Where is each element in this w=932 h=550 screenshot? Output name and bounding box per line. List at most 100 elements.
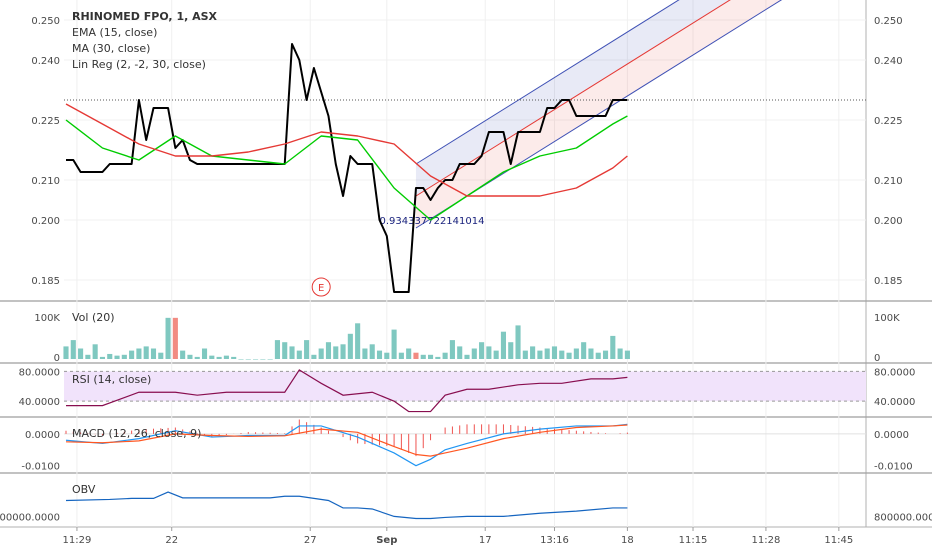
obv-ytick-right: 800000.0000 [874, 512, 932, 523]
volume-bar [216, 356, 222, 359]
xtick-label: 11:28 [752, 535, 781, 546]
volume-bar [325, 342, 332, 359]
volume-bar [238, 359, 244, 360]
volume-bar [522, 350, 528, 359]
volume-bar [333, 346, 339, 359]
volume-bar [318, 348, 324, 359]
volume-bar [486, 346, 492, 359]
volume-bar [530, 346, 536, 359]
volume-bar [172, 317, 178, 359]
obv-series-line [65, 491, 628, 520]
volume-bar [398, 352, 404, 359]
obv-ytick-left: 800000.0000 [0, 512, 60, 523]
volume-bar [304, 340, 310, 359]
rsi-band [64, 371, 866, 402]
legend-linreg: Lin Reg (2, -2, 30, close) [72, 58, 206, 71]
price-ytick-right: 0.240 [874, 56, 903, 67]
volume-bar [129, 350, 135, 359]
xtick-label: 27 [304, 535, 317, 546]
event-marker-icon [311, 277, 331, 297]
vol-ytick-right: 0 [874, 353, 880, 364]
volume-bar [420, 354, 426, 359]
volume-bar [121, 354, 127, 359]
price-ytick-right: 0.185 [874, 276, 903, 287]
xtick-label: 18 [621, 535, 634, 546]
volume-bar [107, 353, 113, 359]
volume-bar [573, 348, 579, 359]
volume-bar [180, 350, 186, 359]
xtick-label: 13:16 [540, 535, 569, 546]
volume-bar [413, 352, 419, 359]
vol-ytick-left: 100K [34, 313, 60, 324]
volume-bar [85, 354, 91, 359]
legend-volume: Vol (20) [72, 311, 115, 324]
xtick-label: 22 [165, 535, 178, 546]
volume-bar [143, 346, 149, 359]
volume-bar [449, 340, 455, 359]
volume-bar [311, 354, 317, 359]
volume-bar [289, 346, 295, 359]
volume-bar [282, 342, 288, 359]
volume-bar [559, 350, 565, 359]
volume-bar [260, 359, 266, 360]
volume-bar [427, 354, 434, 359]
volume-bar [500, 331, 507, 359]
volume-bar [602, 350, 609, 359]
rsi-ytick-left: 40.0000 [19, 397, 60, 408]
price-series-line [66, 43, 628, 293]
rsi-ytick-right: 80.0000 [874, 367, 915, 378]
volume-bar [435, 356, 441, 359]
volume-bar [391, 329, 397, 359]
xtick-label: Sep [376, 535, 397, 546]
volume-bar [537, 350, 543, 359]
volume-bar [624, 350, 630, 359]
legend-obv: OBV [72, 483, 96, 496]
volume-bar [376, 350, 383, 359]
volume-bar [92, 344, 98, 359]
volume-bar [158, 352, 164, 359]
legend-ema: EMA (15, close) [72, 26, 157, 39]
rsi-ytick-left: 80.0000 [19, 367, 60, 378]
volume-bar [194, 356, 200, 359]
xtick-label: 17 [479, 535, 492, 546]
volume-bar [223, 355, 229, 359]
volume-bar [588, 348, 594, 359]
volume-bar [581, 342, 587, 359]
volume-bar [165, 317, 171, 359]
volume-bar [267, 359, 273, 360]
volume-bar [209, 355, 215, 359]
volume-bar [369, 344, 375, 359]
volume-bar [340, 344, 346, 359]
volume-bar [78, 348, 84, 359]
macd-ytick-left: 0.0000 [25, 430, 60, 441]
macd-series-line [65, 423, 628, 467]
xtick-label: 11:15 [679, 535, 708, 546]
volume-bar [464, 354, 470, 359]
macd-ytick-left: -0.0100 [21, 462, 60, 473]
volume-bar [245, 359, 251, 360]
volume-bar [99, 356, 106, 359]
linreg-value-label: 0.934337722141014 [380, 216, 485, 227]
price-ytick-right: 0.225 [874, 116, 903, 127]
rsi-series-line [66, 369, 628, 413]
xtick-label: 11:29 [63, 535, 92, 546]
linreg-center-line [415, 0, 731, 197]
volume-bar [406, 348, 412, 359]
price-ytick-right: 0.200 [874, 216, 903, 227]
linreg-upper-line [415, 0, 680, 165]
price-ytick-left: 0.200 [31, 216, 60, 227]
vol-ytick-left: 0 [54, 353, 60, 364]
volume-bar [201, 348, 208, 359]
volume-bar [296, 350, 302, 359]
volume-bar [150, 348, 157, 359]
price-ytick-left: 0.210 [31, 176, 60, 187]
price-ytick-left: 0.250 [31, 16, 60, 27]
volume-bar [253, 359, 259, 360]
volume-bar [457, 346, 463, 359]
volume-bar [471, 348, 477, 359]
macd-ytick-right: 0.0000 [874, 430, 909, 441]
volume-bar [551, 346, 558, 359]
volume-bar [610, 335, 616, 359]
volume-bar [595, 352, 601, 359]
